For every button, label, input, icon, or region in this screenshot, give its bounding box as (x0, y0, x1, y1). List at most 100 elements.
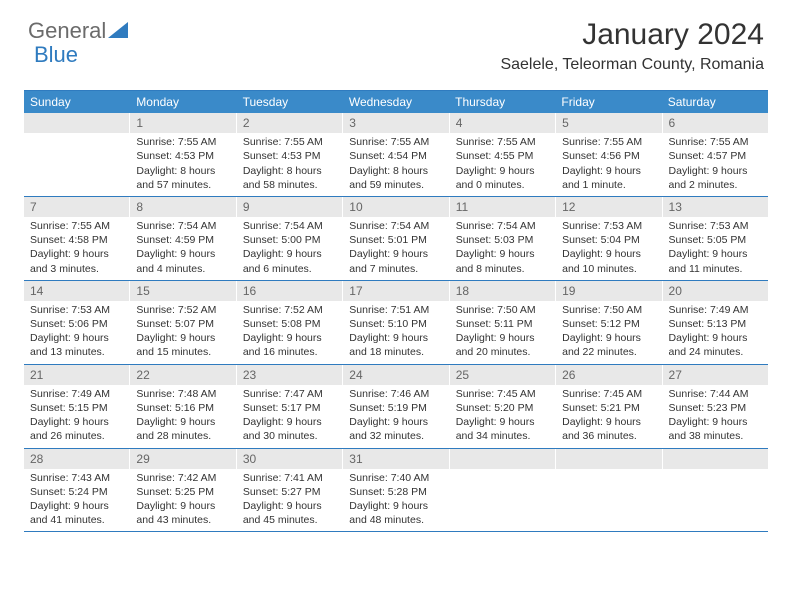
sunrise-text: Sunrise: 7:54 AM (349, 219, 442, 233)
sunrise-text: Sunrise: 7:49 AM (669, 303, 762, 317)
sunset-text: Sunset: 5:16 PM (136, 401, 229, 415)
weekday-thursday: Thursday (449, 91, 555, 113)
sunrise-text: Sunrise: 7:46 AM (349, 387, 442, 401)
sunset-text: Sunset: 5:15 PM (30, 401, 123, 415)
day-cell (24, 113, 130, 196)
day-body: Sunrise: 7:52 AMSunset: 5:08 PMDaylight:… (237, 301, 342, 364)
day-cell: 30Sunrise: 7:41 AMSunset: 5:27 PMDayligh… (237, 449, 343, 532)
sunrise-text: Sunrise: 7:47 AM (243, 387, 336, 401)
day-cell: 14Sunrise: 7:53 AMSunset: 5:06 PMDayligh… (24, 281, 130, 364)
daylight-text: Daylight: 9 hours and 13 minutes. (30, 331, 123, 359)
day-cell: 25Sunrise: 7:45 AMSunset: 5:20 PMDayligh… (450, 365, 556, 448)
sunrise-text: Sunrise: 7:45 AM (562, 387, 655, 401)
day-cell: 11Sunrise: 7:54 AMSunset: 5:03 PMDayligh… (450, 197, 556, 280)
day-body (450, 469, 555, 475)
weekday-monday: Monday (130, 91, 236, 113)
daylight-text: Daylight: 9 hours and 0 minutes. (456, 164, 549, 192)
day-body: Sunrise: 7:53 AMSunset: 5:05 PMDaylight:… (663, 217, 768, 280)
sunrise-text: Sunrise: 7:51 AM (349, 303, 442, 317)
daylight-text: Daylight: 9 hours and 45 minutes. (243, 499, 336, 527)
day-cell: 5Sunrise: 7:55 AMSunset: 4:56 PMDaylight… (556, 113, 662, 196)
weekday-saturday: Saturday (662, 91, 768, 113)
day-cell: 27Sunrise: 7:44 AMSunset: 5:23 PMDayligh… (663, 365, 768, 448)
day-body: Sunrise: 7:49 AMSunset: 5:15 PMDaylight:… (24, 385, 129, 448)
sunset-text: Sunset: 5:12 PM (562, 317, 655, 331)
day-number: 17 (343, 281, 448, 301)
day-body: Sunrise: 7:54 AMSunset: 5:03 PMDaylight:… (450, 217, 555, 280)
day-body: Sunrise: 7:53 AMSunset: 5:04 PMDaylight:… (556, 217, 661, 280)
day-number: 13 (663, 197, 768, 217)
day-cell: 6Sunrise: 7:55 AMSunset: 4:57 PMDaylight… (663, 113, 768, 196)
weekday-sunday: Sunday (24, 91, 130, 113)
week-row: 1Sunrise: 7:55 AMSunset: 4:53 PMDaylight… (24, 113, 768, 197)
sunset-text: Sunset: 4:53 PM (136, 149, 229, 163)
day-cell: 26Sunrise: 7:45 AMSunset: 5:21 PMDayligh… (556, 365, 662, 448)
daylight-text: Daylight: 8 hours and 59 minutes. (349, 164, 442, 192)
day-body: Sunrise: 7:55 AMSunset: 4:55 PMDaylight:… (450, 133, 555, 196)
daylight-text: Daylight: 9 hours and 28 minutes. (136, 415, 229, 443)
logo: General (28, 18, 128, 44)
sunset-text: Sunset: 5:23 PM (669, 401, 762, 415)
daylight-text: Daylight: 9 hours and 15 minutes. (136, 331, 229, 359)
day-body: Sunrise: 7:54 AMSunset: 5:00 PMDaylight:… (237, 217, 342, 280)
day-cell: 3Sunrise: 7:55 AMSunset: 4:54 PMDaylight… (343, 113, 449, 196)
title-block: January 2024 Saelele, Teleorman County, … (500, 18, 764, 74)
day-cell: 16Sunrise: 7:52 AMSunset: 5:08 PMDayligh… (237, 281, 343, 364)
sunset-text: Sunset: 5:25 PM (136, 485, 229, 499)
day-body: Sunrise: 7:49 AMSunset: 5:13 PMDaylight:… (663, 301, 768, 364)
day-number (663, 449, 768, 469)
day-body: Sunrise: 7:47 AMSunset: 5:17 PMDaylight:… (237, 385, 342, 448)
sunset-text: Sunset: 5:08 PM (243, 317, 336, 331)
day-number: 9 (237, 197, 342, 217)
day-body: Sunrise: 7:55 AMSunset: 4:56 PMDaylight:… (556, 133, 661, 196)
sunrise-text: Sunrise: 7:48 AM (136, 387, 229, 401)
day-cell: 17Sunrise: 7:51 AMSunset: 5:10 PMDayligh… (343, 281, 449, 364)
weekday-tuesday: Tuesday (237, 91, 343, 113)
sunset-text: Sunset: 5:01 PM (349, 233, 442, 247)
day-number: 6 (663, 113, 768, 133)
daylight-text: Daylight: 9 hours and 34 minutes. (456, 415, 549, 443)
day-number: 5 (556, 113, 661, 133)
day-number: 24 (343, 365, 448, 385)
day-number: 31 (343, 449, 448, 469)
sunset-text: Sunset: 5:13 PM (669, 317, 762, 331)
sunset-text: Sunset: 4:56 PM (562, 149, 655, 163)
day-number (556, 449, 661, 469)
logo-text-general: General (28, 18, 106, 44)
day-number: 29 (130, 449, 235, 469)
sunrise-text: Sunrise: 7:55 AM (243, 135, 336, 149)
day-number: 19 (556, 281, 661, 301)
daylight-text: Daylight: 9 hours and 22 minutes. (562, 331, 655, 359)
day-body: Sunrise: 7:55 AMSunset: 4:53 PMDaylight:… (237, 133, 342, 196)
sunset-text: Sunset: 5:10 PM (349, 317, 442, 331)
day-body (556, 469, 661, 475)
day-body: Sunrise: 7:52 AMSunset: 5:07 PMDaylight:… (130, 301, 235, 364)
daylight-text: Daylight: 9 hours and 8 minutes. (456, 247, 549, 275)
day-body: Sunrise: 7:45 AMSunset: 5:21 PMDaylight:… (556, 385, 661, 448)
daylight-text: Daylight: 9 hours and 26 minutes. (30, 415, 123, 443)
sunrise-text: Sunrise: 7:55 AM (30, 219, 123, 233)
day-cell: 23Sunrise: 7:47 AMSunset: 5:17 PMDayligh… (237, 365, 343, 448)
sunset-text: Sunset: 5:04 PM (562, 233, 655, 247)
sunset-text: Sunset: 4:59 PM (136, 233, 229, 247)
day-cell: 28Sunrise: 7:43 AMSunset: 5:24 PMDayligh… (24, 449, 130, 532)
sunrise-text: Sunrise: 7:52 AM (136, 303, 229, 317)
week-row: 28Sunrise: 7:43 AMSunset: 5:24 PMDayligh… (24, 449, 768, 533)
day-number: 8 (130, 197, 235, 217)
daylight-text: Daylight: 8 hours and 57 minutes. (136, 164, 229, 192)
day-cell: 7Sunrise: 7:55 AMSunset: 4:58 PMDaylight… (24, 197, 130, 280)
daylight-text: Daylight: 9 hours and 10 minutes. (562, 247, 655, 275)
sunset-text: Sunset: 4:57 PM (669, 149, 762, 163)
daylight-text: Daylight: 9 hours and 16 minutes. (243, 331, 336, 359)
day-number (450, 449, 555, 469)
sunrise-text: Sunrise: 7:49 AM (30, 387, 123, 401)
day-number: 2 (237, 113, 342, 133)
day-cell (663, 449, 768, 532)
sunset-text: Sunset: 5:00 PM (243, 233, 336, 247)
sunrise-text: Sunrise: 7:41 AM (243, 471, 336, 485)
day-body: Sunrise: 7:53 AMSunset: 5:06 PMDaylight:… (24, 301, 129, 364)
calendar: Sunday Monday Tuesday Wednesday Thursday… (24, 90, 768, 532)
daylight-text: Daylight: 9 hours and 43 minutes. (136, 499, 229, 527)
sunrise-text: Sunrise: 7:42 AM (136, 471, 229, 485)
sunrise-text: Sunrise: 7:53 AM (562, 219, 655, 233)
